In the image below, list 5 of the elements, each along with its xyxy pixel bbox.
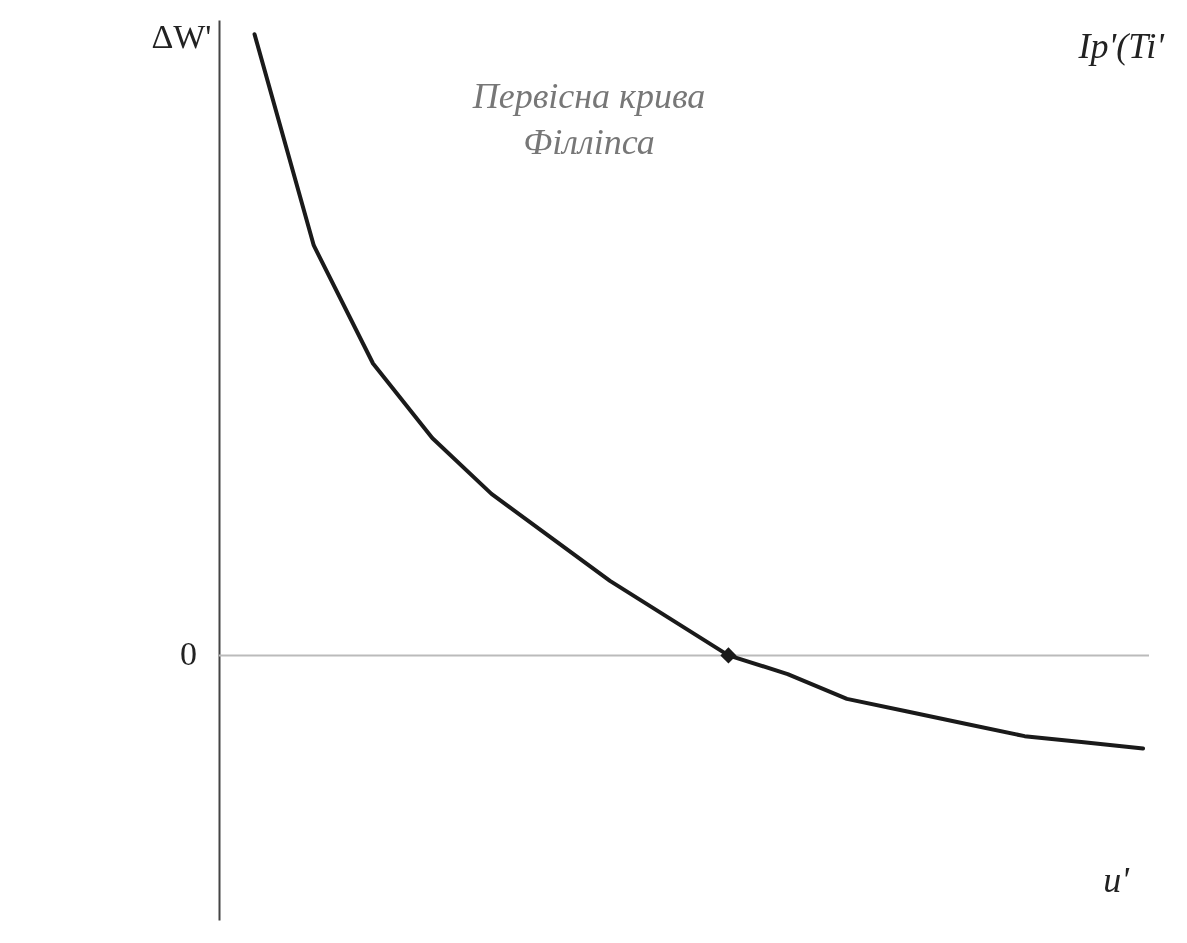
- annotation: Ip'(Ti': [1077, 26, 1166, 66]
- x-axis-title: u': [1103, 860, 1131, 900]
- annotation: Первісна крива Філліпса: [471, 76, 706, 162]
- ref-line-label: 0: [180, 635, 197, 673]
- y-axis-title: ΔW': [151, 17, 212, 55]
